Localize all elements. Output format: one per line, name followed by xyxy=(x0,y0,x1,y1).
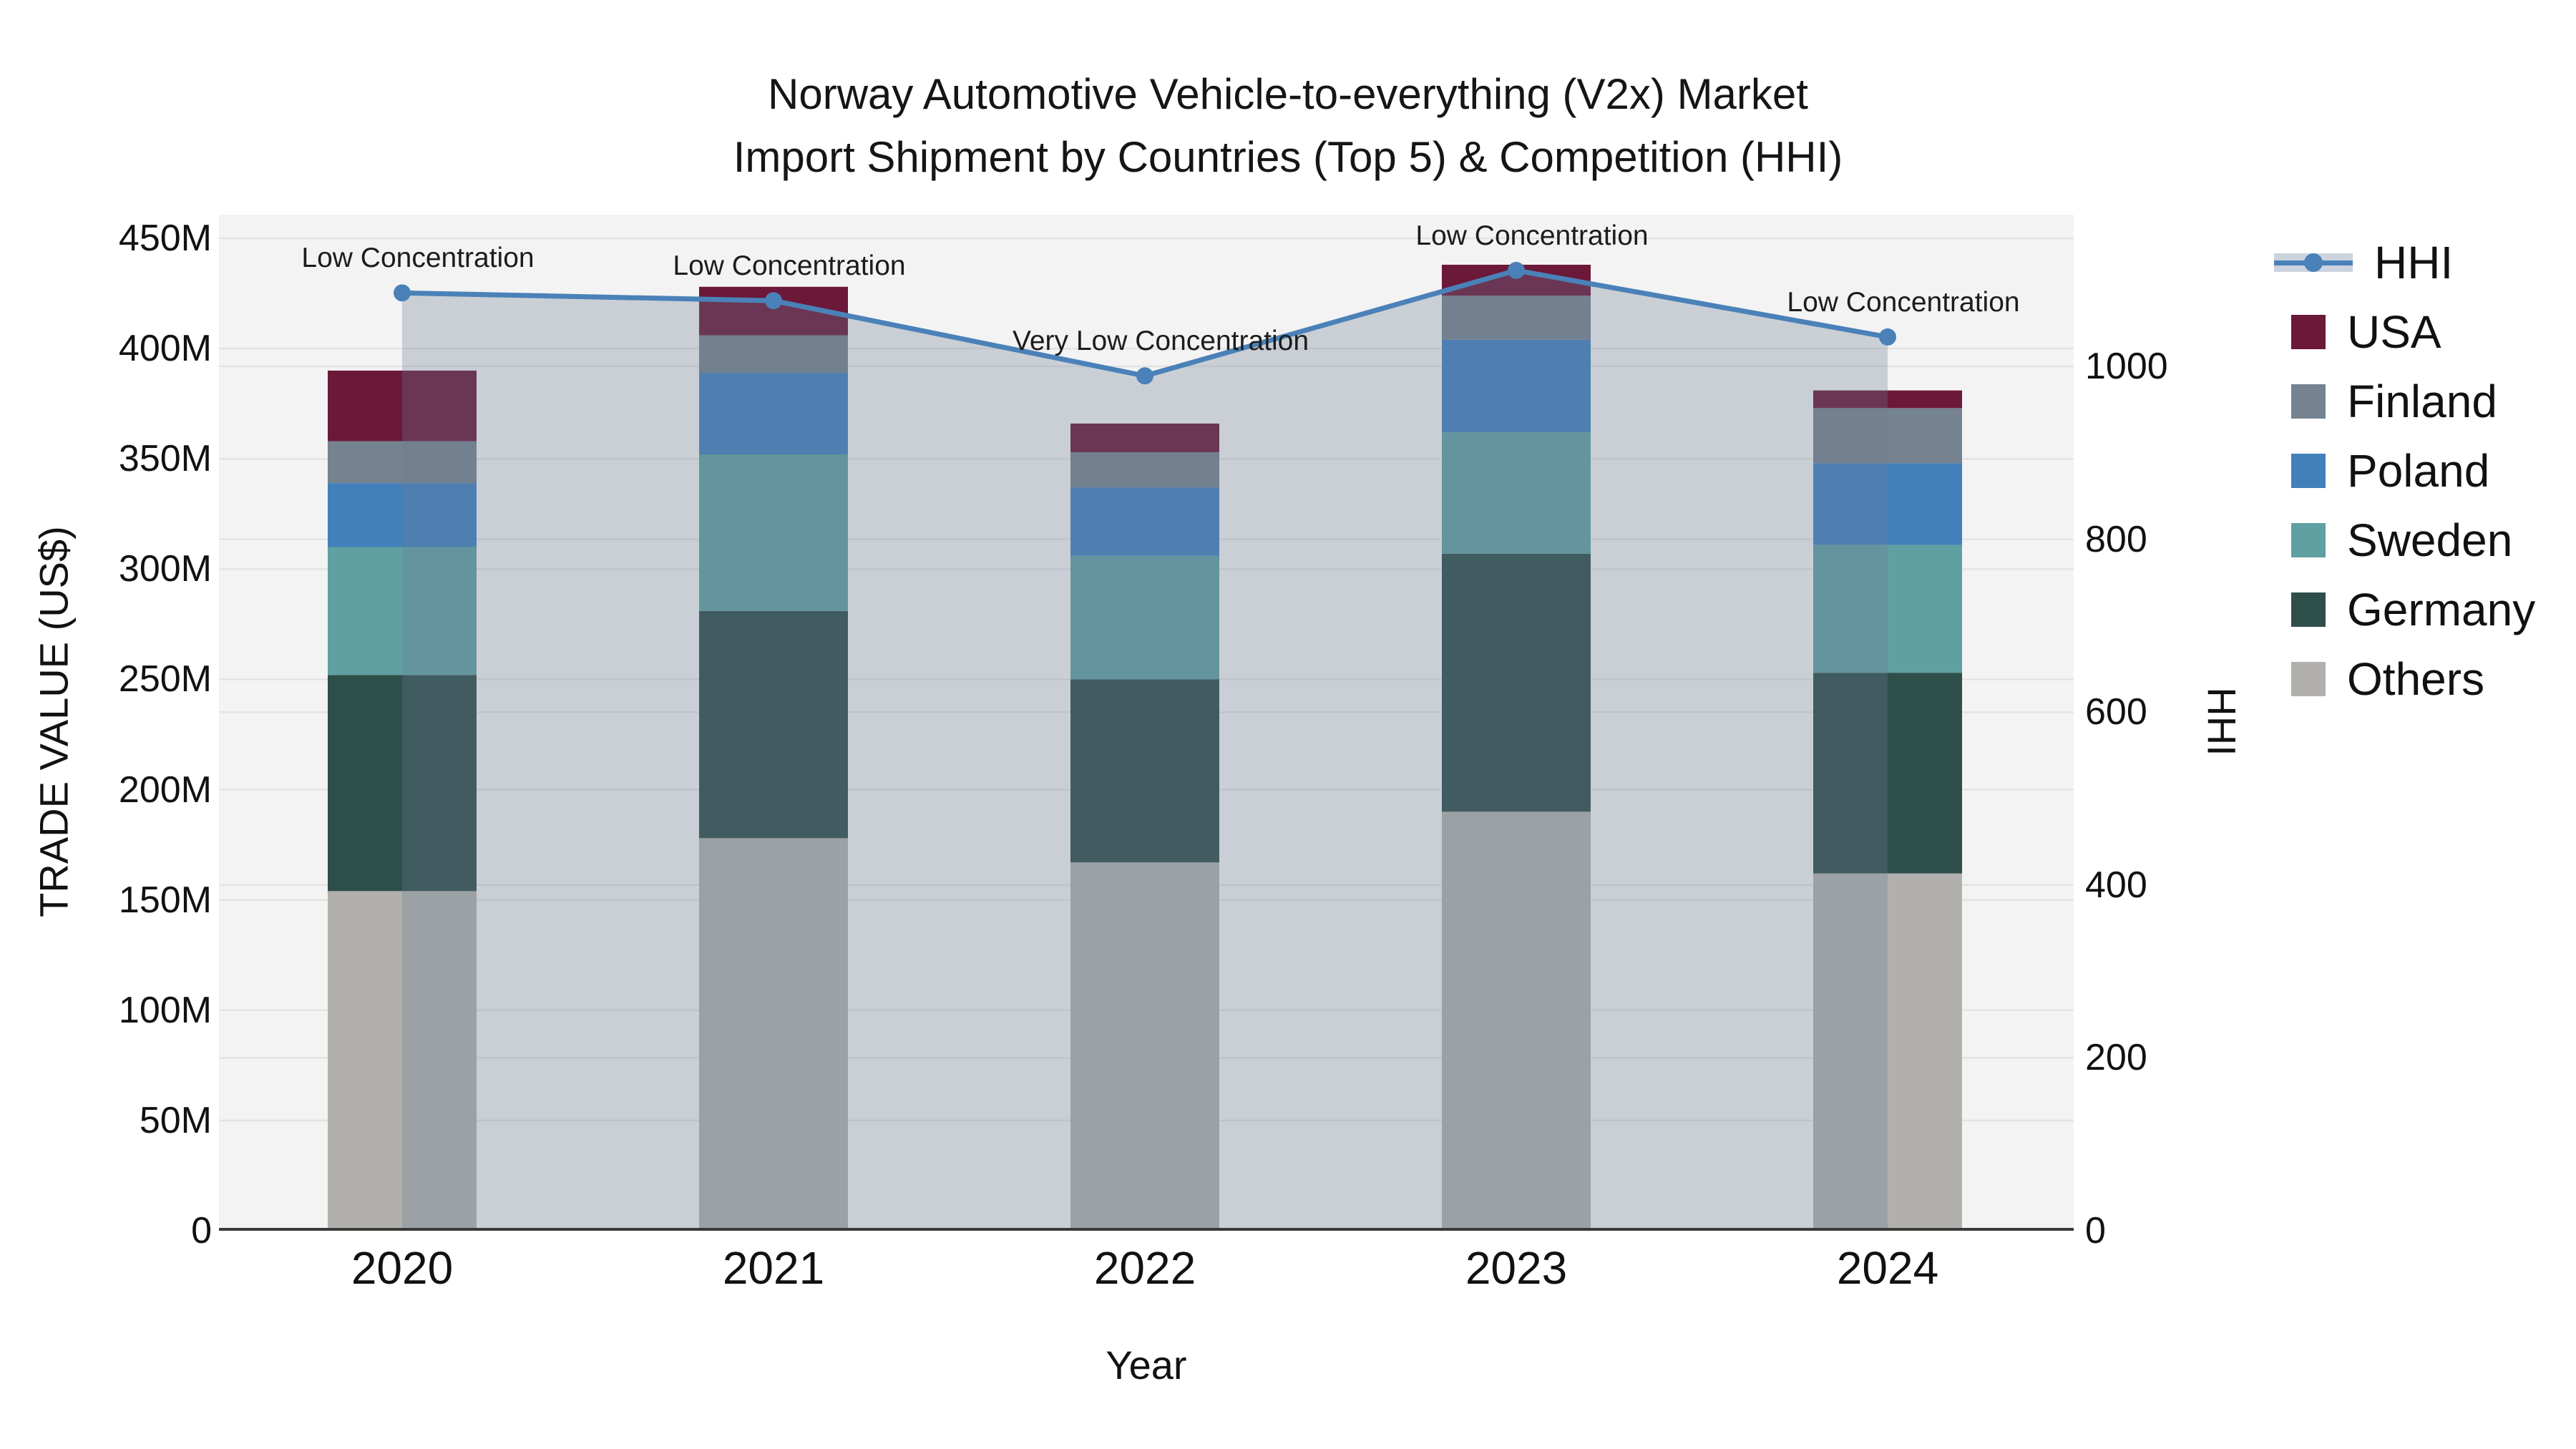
legend-swatch-sweden xyxy=(2291,522,2326,557)
chart-svg xyxy=(219,237,2074,1231)
bar-segment-2023-others xyxy=(1442,811,1591,1231)
bar-segment-2020-others xyxy=(328,891,477,1231)
bar-segment-2022-poland xyxy=(1070,487,1219,556)
y-left-tick-150M: 150M xyxy=(118,879,212,921)
y-left-tick-450M: 450M xyxy=(118,217,212,259)
bar-segment-2020-usa xyxy=(328,370,477,441)
y-left-tick-300M: 300M xyxy=(118,548,212,590)
y-left-tick-200M: 200M xyxy=(118,769,212,811)
x-tick-2023: 2023 xyxy=(1465,1242,1568,1294)
legend-item-finland: Finland xyxy=(2274,366,2535,436)
legend-swatch-germany xyxy=(2291,592,2326,627)
bar-segment-2021-germany xyxy=(699,610,848,839)
bar-segment-2024-sweden xyxy=(1813,545,1962,673)
bar-segment-2023-sweden xyxy=(1442,432,1591,554)
annotation-2023: Low Concentration xyxy=(1415,220,1649,251)
y-right-tick-400: 400 xyxy=(2085,864,2147,906)
x-tick-2021: 2021 xyxy=(722,1242,825,1294)
legend-swatch-finland xyxy=(2291,384,2326,419)
y-left-tick-250M: 250M xyxy=(118,658,212,701)
bar-segment-2021-poland xyxy=(699,372,848,455)
x-axis-title: Year xyxy=(1106,1342,1187,1387)
y-left-tick-100M: 100M xyxy=(118,989,212,1031)
y-left-tick-0: 0 xyxy=(191,1210,212,1252)
annotation-2024: Low Concentration xyxy=(1787,286,2020,318)
x-tick-2020: 2020 xyxy=(351,1242,454,1294)
hhi-marker-2021 xyxy=(765,292,782,310)
bar-segment-2021-others xyxy=(699,838,848,1231)
x-tick-2024: 2024 xyxy=(1836,1242,1939,1294)
hhi-area-fill xyxy=(402,270,1888,1231)
bar-segment-2023-germany xyxy=(1442,553,1591,812)
annotation-2022: Very Low Concentration xyxy=(1012,326,1309,357)
bar-segment-2024-usa xyxy=(1813,390,1962,409)
bar-segment-2022-usa xyxy=(1070,423,1219,452)
legend-label-others: Others xyxy=(2347,653,2485,705)
y-left-tick-400M: 400M xyxy=(118,328,212,370)
annotation-2021: Low Concentration xyxy=(673,250,906,282)
hhi-line-sample-icon xyxy=(2274,245,2353,280)
legend-item-hhi: HHI xyxy=(2274,228,2535,297)
legend-label-hhi: HHI xyxy=(2374,236,2454,288)
hhi-marker-2020 xyxy=(394,284,411,302)
hhi-marker-2023 xyxy=(1508,261,1525,279)
bar-segment-2020-finland xyxy=(328,441,477,484)
legend-label-germany: Germany xyxy=(2347,583,2536,635)
y-axis-title-right: HHI xyxy=(2199,687,2245,756)
x-tick-2022: 2022 xyxy=(1093,1242,1196,1294)
legend-swatch-usa xyxy=(2291,314,2326,349)
legend-label-poland: Poland xyxy=(2347,444,2490,497)
hhi-sample-dot xyxy=(2304,253,2323,272)
bar-segment-2022-germany xyxy=(1070,679,1219,863)
chart-title: Norway Automotive Vehicle-to-everything … xyxy=(0,63,2576,189)
bar-segment-2023-finland xyxy=(1442,296,1591,340)
y-right-tick-0: 0 xyxy=(2085,1210,2106,1252)
bar-segment-2020-poland xyxy=(328,483,477,547)
legend: HHI USA Finland Poland Sweden Germany Others xyxy=(2274,228,2535,713)
bar-segment-2022-others xyxy=(1070,862,1219,1231)
hhi-marker-2024 xyxy=(1879,328,1896,346)
y-right-tick-200: 200 xyxy=(2085,1037,2147,1079)
bar-segment-2021-sweden xyxy=(699,454,848,611)
legend-item-others: Others xyxy=(2274,644,2535,713)
y-left-tick-350M: 350M xyxy=(118,438,212,480)
legend-swatch-others xyxy=(2291,661,2326,696)
bar-segment-2021-finland xyxy=(699,335,848,373)
bar-segment-2022-sweden xyxy=(1070,555,1219,680)
bar-segment-2024-others xyxy=(1813,873,1962,1231)
hhi-marker-2022 xyxy=(1136,367,1153,385)
legend-label-finland: Finland xyxy=(2347,375,2497,427)
legend-item-germany: Germany xyxy=(2274,575,2535,644)
bar-segment-2024-germany xyxy=(1813,673,1962,874)
chart-title-line2: Import Shipment by Countries (Top 5) & C… xyxy=(733,133,1843,181)
annotation-2020: Low Concentration xyxy=(301,243,535,274)
plot-area xyxy=(219,215,2074,1231)
y-axis-title-left: TRADE VALUE (US$) xyxy=(31,526,77,917)
chart-title-line1: Norway Automotive Vehicle-to-everything … xyxy=(768,70,1808,118)
legend-label-sweden: Sweden xyxy=(2347,514,2513,566)
legend-swatch-poland xyxy=(2291,453,2326,488)
legend-item-sweden: Sweden xyxy=(2274,505,2535,575)
bar-segment-2023-poland xyxy=(1442,339,1591,433)
bar-segment-2020-sweden xyxy=(328,547,477,675)
bar-segment-2022-finland xyxy=(1070,452,1219,488)
bar-segment-2024-finland xyxy=(1813,408,1962,464)
legend-item-usa: USA xyxy=(2274,297,2535,366)
y-right-tick-800: 800 xyxy=(2085,518,2147,560)
legend-item-poland: Poland xyxy=(2274,436,2535,505)
bar-segment-2020-germany xyxy=(328,675,477,892)
legend-label-usa: USA xyxy=(2347,306,2441,358)
bar-segment-2024-poland xyxy=(1813,463,1962,545)
y-left-tick-50M: 50M xyxy=(139,1099,212,1141)
y-right-tick-1000: 1000 xyxy=(2085,346,2168,387)
y-right-tick-600: 600 xyxy=(2085,691,2147,733)
